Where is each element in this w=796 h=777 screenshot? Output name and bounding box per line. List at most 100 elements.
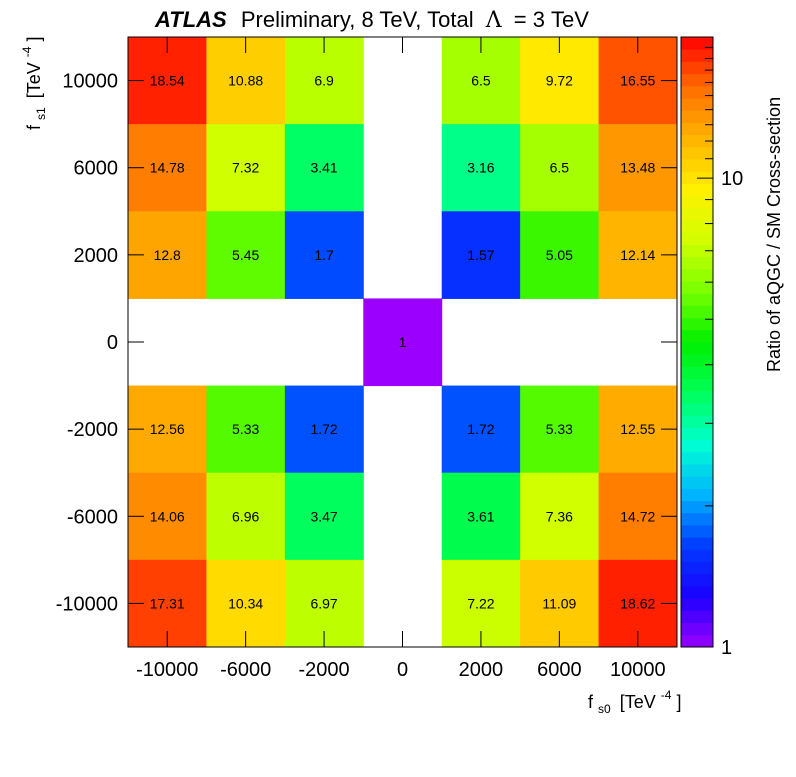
colorbar-band [681,451,713,465]
colorbar-band [681,488,713,502]
colorbar-band [681,305,713,319]
y-axis-unit-suffix: ] [24,37,44,42]
heatmap-cell [284,385,364,474]
cell-value-label: 14.72 [620,508,655,524]
cell-value-label: 3.47 [310,508,337,524]
colorbar-tick-label: 10 [721,168,743,190]
cell-value-label: 5.33 [232,421,259,437]
title-lambda-symbol: Λ [485,8,503,33]
x-axis-subscript: s0 [598,702,611,716]
cell-value-label: 11.09 [542,595,576,611]
x-tick-label: 6000 [537,659,582,681]
cell-value-label: 10.34 [228,595,263,611]
colorbar-band [681,634,713,648]
heatmap-cell [284,211,364,299]
y-tick-label: 10000 [62,71,118,93]
colorbar-band [681,49,713,62]
colorbar-band [681,268,713,282]
cell-value-label: 6.96 [232,508,259,524]
colorbar-band [681,317,713,331]
cell-value-label: 16.55 [620,73,655,89]
heatmap-cell [441,211,521,299]
cell-value-label: 6.9 [314,73,334,89]
colorbar-band [681,464,713,477]
heatmap-cell [520,472,600,561]
colorbar-tick-label: 1 [721,637,732,659]
cell-value-label: 12.8 [154,247,181,263]
colorbar-ticks: 1 10 [697,36,743,659]
colorbar-band [681,134,713,148]
y-tick-label: -2000 [67,419,118,441]
heatmap-cell [441,124,521,212]
cell-value-label: 7.36 [546,508,573,524]
colorbar-band [681,573,713,587]
colorbar-band [681,622,713,636]
colorbar-band [681,85,713,99]
colorbar-band [681,183,713,197]
heatmap-cell [520,124,600,212]
y-axis-unit-prefix: [TeV [24,62,44,98]
cell-value-label: 1.57 [467,247,494,263]
y-axis-label: f s1 [TeV -4 ] [15,37,49,130]
colorbar-band [681,390,713,404]
cell-value-label: 14.06 [150,508,185,524]
cell-value-label: 12.56 [150,421,185,437]
colorbar-band [681,122,713,136]
y-tick-label: 6000 [74,158,119,180]
colorbar-band [681,293,713,306]
colorbar-band [681,232,713,245]
colorbar-band [681,525,713,538]
colorbar-band [681,195,713,209]
colorbar-band [681,146,713,160]
cell-value-label: 7.32 [232,160,259,176]
colorbar-band [681,378,713,392]
colorbar-band [681,586,713,599]
cell-value-label: 1.7 [314,247,334,263]
colorbar-band [681,37,713,50]
cell-value-label: 6.5 [471,73,491,89]
heatmap-cell [206,124,286,212]
cell-value-label: 3.61 [467,508,494,524]
cell-value-label: 6.5 [550,160,570,176]
colorbar-band [681,159,713,172]
heatmap-cell [520,211,600,299]
colorbar-band [681,537,713,550]
x-axis-label: f s0 [TeV -4 ] [588,683,681,717]
colorbar-band [681,110,713,123]
colorbar-band [681,476,713,489]
x-tick-label: -6000 [220,659,271,681]
x-tick-label: 10000 [610,659,666,681]
heatmap-cell [441,472,521,561]
z-axis-label: Ratio of aQGC / SM Cross-section [764,97,784,372]
cell-value-label: 1.72 [310,421,337,437]
cell-value-label: 13.48 [620,160,655,176]
colorbar-band [681,220,713,233]
colorbar-band [681,329,713,343]
colorbar-band [681,415,713,428]
colorbar-band [681,171,713,184]
cell-value-label: 9.72 [546,73,573,89]
x-tick-label: 2000 [459,659,504,681]
y-axis-symbol: f [24,124,44,130]
colorbar-band [681,61,713,75]
x-tick-labels: -10000 -6000 -2000 0 2000 6000 10000 [136,659,666,681]
colorbar-band [681,366,713,380]
cell-value-label: 14.78 [150,160,185,176]
cell-value-label: 1 [399,334,407,350]
y-tick-label: -10000 [56,593,118,615]
title-rest: Preliminary, 8 TeV, Total [241,7,474,32]
colorbar-band [681,610,713,624]
colorbar-band [681,342,713,355]
heatmap-cell [441,385,521,474]
x-axis-unit-prefix: [TeV [620,692,656,712]
title-experiment: ATLAS [154,7,227,32]
colorbar [681,37,713,648]
colorbar-band [681,244,713,258]
heatmap-cell [206,211,286,299]
colorbar-band [681,256,713,270]
y-tick-label: -6000 [67,506,118,528]
heatmap-cell [206,472,286,561]
colorbar-band [681,98,713,111]
cell-value-label: 5.45 [232,247,259,263]
